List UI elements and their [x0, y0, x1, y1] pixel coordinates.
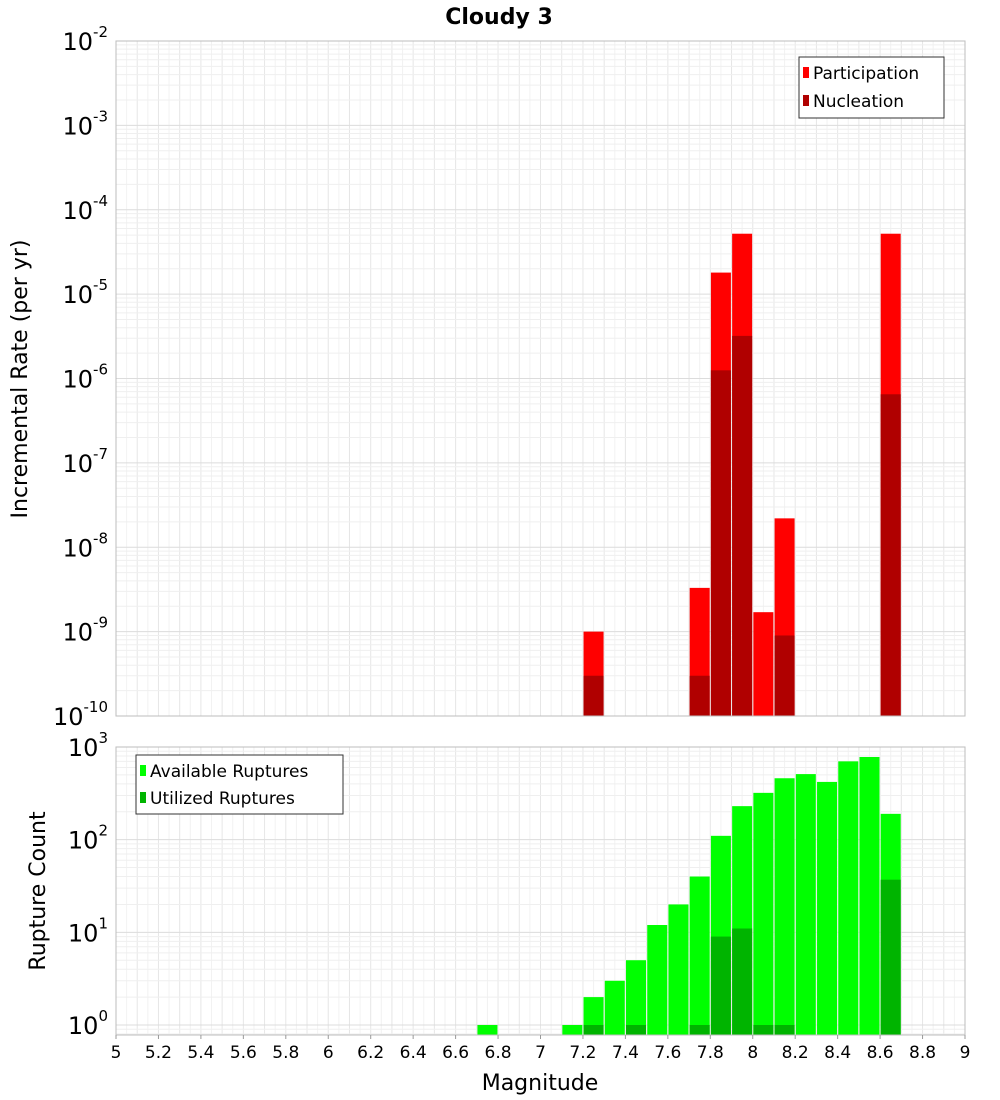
count-legend-box — [135, 754, 344, 815]
rate-y-tick-label: 10-8 — [62, 529, 108, 562]
available-ruptures-bar — [668, 904, 689, 1035]
available-legend-swatch — [140, 765, 146, 776]
rate-y-axis-label: Incremental Rate (per yr) — [8, 240, 33, 519]
x-tick-label: 8.4 — [824, 1043, 851, 1063]
nucleation-legend-swatch — [803, 95, 809, 106]
utilized-ruptures-bar — [753, 1025, 774, 1035]
rate-grid — [115, 41, 966, 717]
available-ruptures-bar — [859, 756, 880, 1035]
count-y-tick-label: 100 — [68, 1007, 108, 1040]
x-tick-label: 9 — [960, 1043, 971, 1063]
available-ruptures-bar — [753, 792, 774, 1035]
nucleation-legend-label: Nucleation — [813, 92, 904, 112]
x-tick-label: 7.2 — [569, 1043, 596, 1063]
available-ruptures-bar — [604, 980, 625, 1035]
count-y-tick-label: 103 — [68, 729, 108, 762]
utilized-legend-label: Utilized Ruptures — [150, 789, 295, 809]
available-ruptures-bar — [562, 1025, 583, 1035]
available-legend-label: Available Ruptures — [150, 762, 308, 782]
participation-legend-swatch — [803, 67, 809, 78]
x-tick-label: 6.6 — [442, 1043, 469, 1063]
x-tick-label: 8 — [747, 1043, 758, 1063]
available-ruptures-bar — [795, 774, 816, 1035]
rate-y-tick-label: 10-10 — [53, 698, 108, 731]
rate-legend: Participation Nucleation — [798, 56, 945, 119]
utilized-ruptures-bar — [774, 1025, 795, 1035]
x-tick-label: 7.6 — [654, 1043, 681, 1063]
x-tick-label: 5.2 — [145, 1043, 172, 1063]
utilized-ruptures-bar — [732, 928, 753, 1035]
participation-bar — [753, 612, 774, 716]
count-y-axis-label: Rupture Count — [26, 811, 51, 971]
x-tick-label: 5.8 — [272, 1043, 299, 1063]
x-tick-labels: 5 5.2 5.4 5.6 5.8 6 6.2 6.4 6.6 6.8 7 7.2 7.4 7.6 7.8 8… — [111, 1035, 971, 1063]
utilized-ruptures-bar — [689, 1025, 710, 1035]
rate-y-tick-label: 10-7 — [62, 445, 108, 478]
rate-y-tick-label: 10-9 — [62, 614, 108, 647]
nucleation-bar — [880, 394, 901, 716]
x-tick-label: 5.6 — [230, 1043, 257, 1063]
x-tick-label: 6.2 — [357, 1043, 384, 1063]
count-panel: 100 101 102 103 Rupture Count Available Rup… — [26, 729, 966, 1040]
utilized-ruptures-bar — [583, 1025, 604, 1035]
count-y-ticks: 100 101 102 103 — [68, 729, 108, 1040]
utilized-ruptures-bar — [710, 936, 731, 1035]
participation-legend-label: Participation — [813, 64, 919, 84]
x-tick-label: 7.4 — [612, 1043, 639, 1063]
x-tick-label: 5 — [111, 1043, 122, 1063]
available-ruptures-bar — [626, 960, 647, 1035]
chart-title: Cloudy 3 — [445, 5, 553, 30]
x-tick-label: 8.8 — [909, 1043, 936, 1063]
rate-y-tick-label: 10-6 — [62, 361, 108, 394]
count-legend: Available Ruptures Utilized Ruptures — [135, 754, 344, 815]
x-tick-label: 6 — [323, 1043, 334, 1063]
available-ruptures-bar — [817, 781, 838, 1035]
x-tick-label: 6.4 — [400, 1043, 427, 1063]
count-y-tick-label: 101 — [68, 914, 108, 947]
nucleation-bar — [710, 370, 731, 716]
count-y-tick-label: 102 — [68, 822, 108, 855]
rate-y-tick-label: 10-5 — [62, 276, 108, 309]
available-ruptures-bar — [774, 778, 795, 1035]
rate-y-tick-label: 10-2 — [62, 23, 108, 56]
count-bars — [477, 756, 901, 1035]
rate-panel: 10-2 10-3 10-4 10-5 10-6 10-7 10-8 10-9 10-10 In… — [8, 23, 966, 731]
x-tick-label: 5.4 — [187, 1043, 214, 1063]
rate-y-tick-label: 10-4 — [62, 192, 108, 225]
nucleation-bar — [732, 335, 753, 716]
x-tick-label: 7 — [535, 1043, 546, 1063]
x-axis-label: Magnitude — [482, 1071, 599, 1096]
nucleation-bar — [774, 635, 795, 716]
rate-legend-box — [798, 56, 945, 119]
available-ruptures-bar — [838, 761, 859, 1035]
x-tick-label: 6.8 — [485, 1043, 512, 1063]
rate-plot-border — [115, 40, 966, 717]
nucleation-bar — [689, 675, 710, 716]
rate-y-tick-label: 10-3 — [62, 107, 108, 140]
rate-y-ticks: 10-2 10-3 10-4 10-5 10-6 10-7 10-8 10-9 10-10 — [53, 23, 108, 731]
x-tick-label: 8.6 — [867, 1043, 894, 1063]
utilized-ruptures-bar — [626, 1025, 647, 1035]
nucleation-bar — [583, 675, 604, 716]
available-ruptures-bar — [647, 924, 668, 1035]
utilized-legend-swatch — [140, 792, 146, 803]
x-tick-label: 7.8 — [697, 1043, 724, 1063]
available-ruptures-bar — [477, 1025, 498, 1035]
utilized-ruptures-bar — [880, 879, 901, 1035]
available-ruptures-bar — [689, 876, 710, 1035]
rate-bars — [583, 233, 901, 716]
x-tick-label: 8.2 — [782, 1043, 809, 1063]
